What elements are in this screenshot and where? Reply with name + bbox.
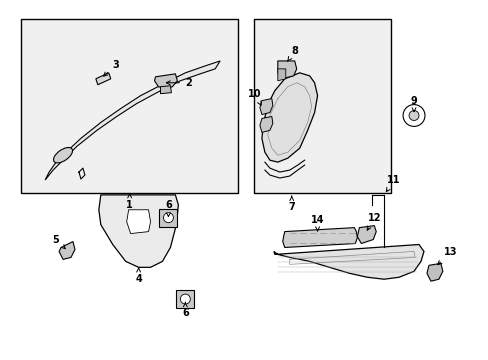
Polygon shape	[277, 69, 285, 81]
Polygon shape	[357, 226, 375, 243]
Polygon shape	[160, 86, 171, 94]
Text: 1: 1	[126, 194, 133, 210]
Polygon shape	[96, 73, 111, 85]
Text: 7: 7	[288, 196, 294, 212]
Polygon shape	[126, 210, 150, 234]
Circle shape	[408, 111, 418, 121]
Polygon shape	[59, 242, 75, 260]
Polygon shape	[282, 228, 357, 247]
Text: 4: 4	[135, 268, 142, 284]
Text: 5: 5	[53, 234, 65, 249]
Polygon shape	[260, 117, 272, 132]
Text: 10: 10	[248, 89, 261, 105]
Polygon shape	[99, 195, 178, 267]
Text: 9: 9	[410, 96, 417, 112]
Polygon shape	[426, 264, 442, 281]
Circle shape	[163, 213, 173, 223]
Bar	[21, 19, 238, 193]
Text: 2: 2	[166, 78, 191, 88]
Polygon shape	[45, 61, 220, 180]
Text: 11: 11	[386, 175, 400, 192]
Text: 3: 3	[103, 60, 119, 76]
Bar	[176, 290, 194, 308]
Polygon shape	[277, 61, 296, 79]
Text: 13: 13	[437, 247, 457, 265]
Text: 6: 6	[165, 200, 171, 217]
Ellipse shape	[53, 148, 72, 163]
Bar	[253, 19, 390, 193]
Circle shape	[402, 105, 424, 126]
Text: 12: 12	[366, 213, 380, 230]
Polygon shape	[262, 73, 317, 162]
Polygon shape	[273, 244, 423, 279]
Polygon shape	[154, 74, 177, 89]
Circle shape	[180, 294, 190, 304]
Bar	[159, 209, 177, 227]
Text: 6: 6	[182, 302, 188, 318]
Polygon shape	[260, 99, 272, 114]
Text: 8: 8	[287, 46, 298, 61]
Text: 14: 14	[310, 215, 324, 231]
